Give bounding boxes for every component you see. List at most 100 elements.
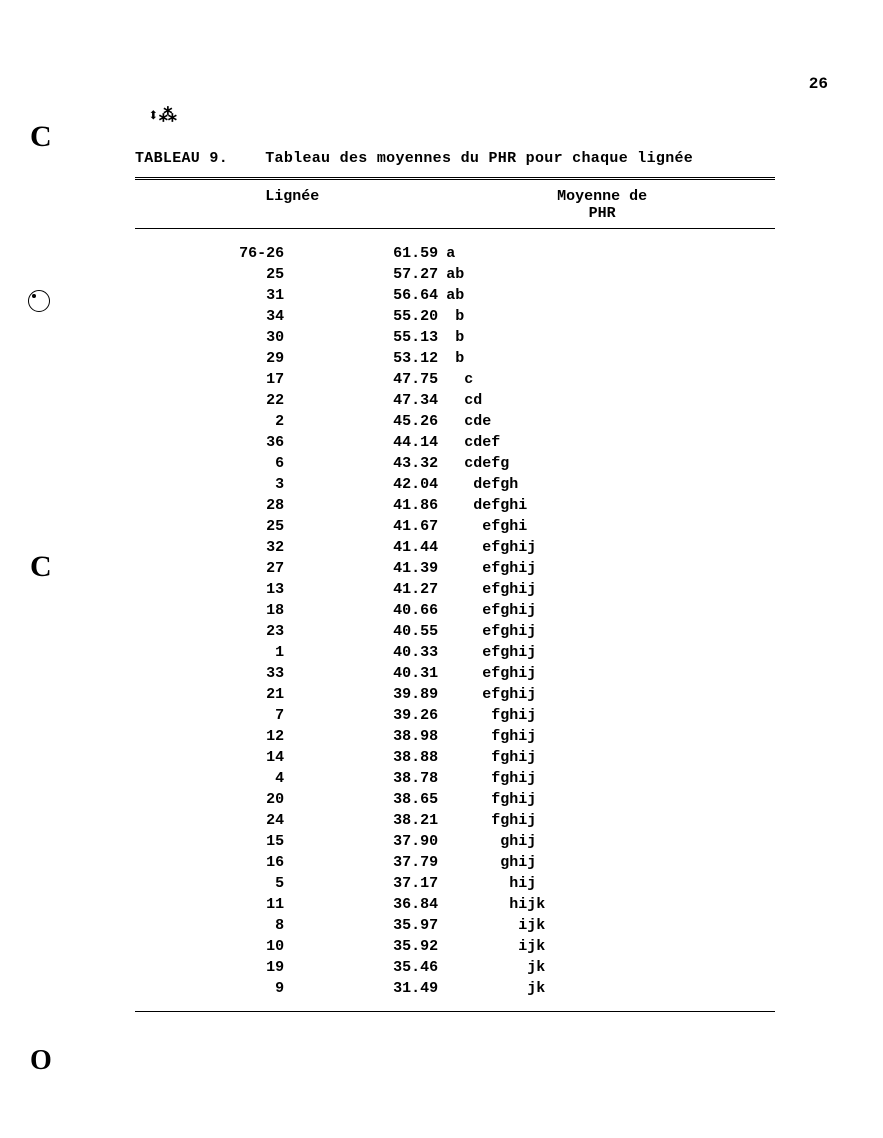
cell-value: 44.14	[314, 432, 442, 453]
table-row: 1035.92 ijk	[135, 936, 775, 957]
cell-lignee: 14	[135, 747, 314, 768]
cell-value: 37.90	[314, 831, 442, 852]
cell-lignee: 25	[135, 264, 314, 285]
table-row: 2438.21 fghij	[135, 810, 775, 831]
table-row: 3055.13 b	[135, 327, 775, 348]
cell-lignee: 33	[135, 663, 314, 684]
cell-lignee: 28	[135, 495, 314, 516]
cell-group: fghij	[442, 705, 775, 726]
header-cell-lignee: Lignée	[135, 188, 429, 222]
cell-value: 38.21	[314, 810, 442, 831]
cell-value: 40.33	[314, 642, 442, 663]
cell-lignee: 23	[135, 621, 314, 642]
cell-value: 55.20	[314, 306, 442, 327]
cell-group: cdefg	[442, 453, 775, 474]
table-row: 2139.89 efghij	[135, 684, 775, 705]
cell-lignee: 8	[135, 915, 314, 936]
cell-group: efghij	[442, 621, 775, 642]
cell-group: ijk	[442, 915, 775, 936]
cell-group: defghi	[442, 495, 775, 516]
table-row: 1840.66 efghij	[135, 600, 775, 621]
table: Lignée Moyenne de PHR 76-2661.59a2557.27…	[135, 177, 775, 1012]
cell-value: 42.04	[314, 474, 442, 495]
cell-lignee: 18	[135, 600, 314, 621]
cell-group: fghij	[442, 747, 775, 768]
table-row: 835.97 ijk	[135, 915, 775, 936]
table-row: 2953.12 b	[135, 348, 775, 369]
cell-lignee: 34	[135, 306, 314, 327]
cell-group: efghij	[442, 558, 775, 579]
table-header-row: Lignée Moyenne de PHR	[135, 180, 775, 228]
cell-lignee: 19	[135, 957, 314, 978]
cell-value: 38.65	[314, 789, 442, 810]
table-row: 2841.86 defghi	[135, 495, 775, 516]
table-row: 1238.98 fghij	[135, 726, 775, 747]
table-row: 342.04 defgh	[135, 474, 775, 495]
cell-lignee: 11	[135, 894, 314, 915]
cell-value: 41.39	[314, 558, 442, 579]
cell-value: 35.97	[314, 915, 442, 936]
cell-lignee: 13	[135, 579, 314, 600]
table-row: 537.17 hij	[135, 873, 775, 894]
cell-value: 47.34	[314, 390, 442, 411]
table-row: 1537.90 ghij	[135, 831, 775, 852]
table-rule-bottom	[135, 1011, 775, 1012]
cell-group: ab	[442, 285, 775, 306]
cell-group: c	[442, 369, 775, 390]
table-caption: TABLEAU 9. Tableau des moyennes du PHR p…	[135, 150, 775, 167]
table-row: 931.49 jk	[135, 978, 775, 999]
cell-group: efghij	[442, 537, 775, 558]
cell-group: efghij	[442, 600, 775, 621]
cell-lignee: 76-26	[135, 243, 314, 264]
table-row: 3340.31 efghij	[135, 663, 775, 684]
margin-mark-o: O	[30, 1045, 52, 1077]
margin-mark-c-mid: C	[30, 550, 52, 584]
cell-value: 47.75	[314, 369, 442, 390]
cell-value: 39.26	[314, 705, 442, 726]
table-row: 2247.34 cd	[135, 390, 775, 411]
table-row: 3644.14 cdef	[135, 432, 775, 453]
cell-value: 37.79	[314, 852, 442, 873]
table-row: 2741.39 efghij	[135, 558, 775, 579]
cell-value: 41.27	[314, 579, 442, 600]
cell-lignee: 32	[135, 537, 314, 558]
cell-group: cde	[442, 411, 775, 432]
cell-group: efghi	[442, 516, 775, 537]
cell-value: 57.27	[314, 264, 442, 285]
cell-value: 39.89	[314, 684, 442, 705]
cell-value: 53.12	[314, 348, 442, 369]
caption-label: TABLEAU 9.	[135, 150, 228, 167]
cell-lignee: 24	[135, 810, 314, 831]
cell-value: 41.86	[314, 495, 442, 516]
cell-group: jk	[442, 957, 775, 978]
table-row: 2541.67 efghi	[135, 516, 775, 537]
cell-lignee: 29	[135, 348, 314, 369]
cell-value: 43.32	[314, 453, 442, 474]
table-row: 2038.65 fghij	[135, 789, 775, 810]
cell-lignee: 6	[135, 453, 314, 474]
cell-lignee: 10	[135, 936, 314, 957]
table-row: 3455.20 b	[135, 306, 775, 327]
cell-group: a	[442, 243, 775, 264]
page-number: 26	[809, 75, 828, 93]
cell-lignee: 5	[135, 873, 314, 894]
cell-group: efghij	[442, 684, 775, 705]
cell-group: ghij	[442, 852, 775, 873]
cell-lignee: 21	[135, 684, 314, 705]
cell-group: fghij	[442, 768, 775, 789]
header-cell-moyenne: Moyenne de PHR	[429, 188, 775, 222]
cell-lignee: 7	[135, 705, 314, 726]
cell-value: 37.17	[314, 873, 442, 894]
cell-group: hijk	[442, 894, 775, 915]
cell-group: fghij	[442, 726, 775, 747]
cell-group: ab	[442, 264, 775, 285]
cell-lignee: 4	[135, 768, 314, 789]
cell-value: 35.92	[314, 936, 442, 957]
table-row: 245.26 cde	[135, 411, 775, 432]
cell-lignee: 31	[135, 285, 314, 306]
table-row: 1747.75 c	[135, 369, 775, 390]
cell-value: 40.55	[314, 621, 442, 642]
table-row: 643.32 cdefg	[135, 453, 775, 474]
table-row: 1136.84 hijk	[135, 894, 775, 915]
caption-text: Tableau des moyennes du PHR pour chaque …	[265, 150, 693, 167]
